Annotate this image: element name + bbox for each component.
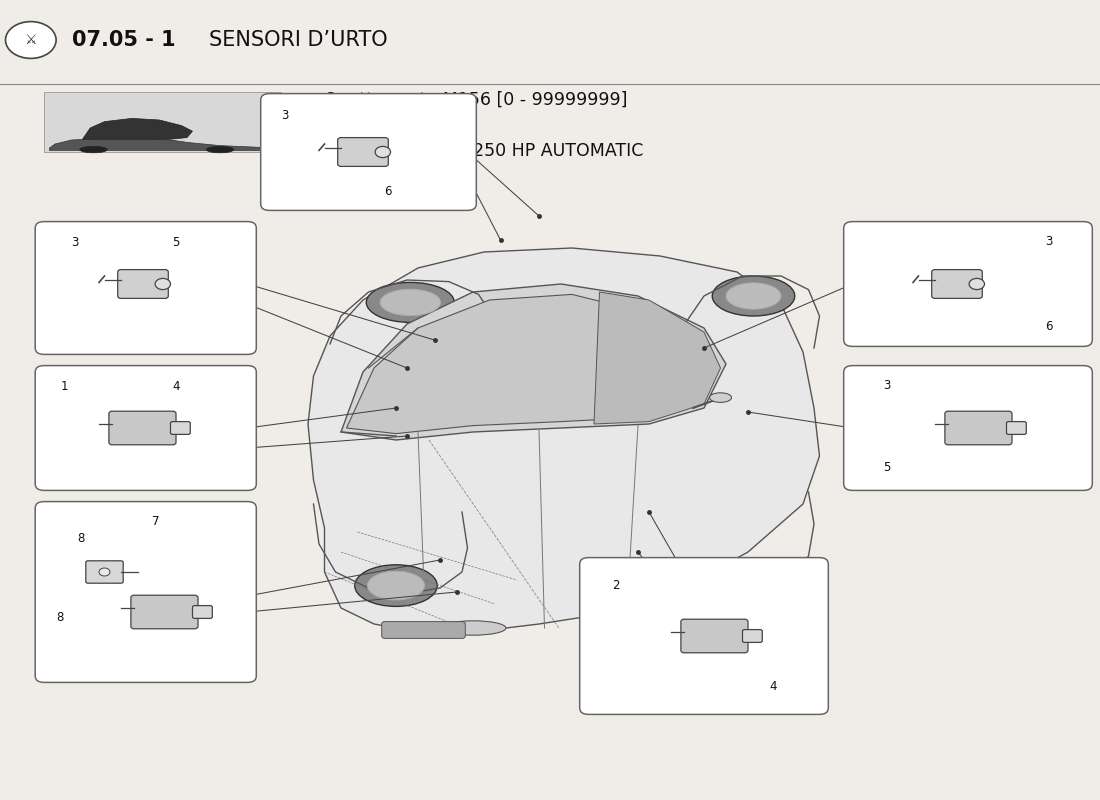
Ellipse shape (354, 565, 438, 606)
FancyBboxPatch shape (192, 606, 212, 618)
FancyBboxPatch shape (382, 622, 465, 638)
Ellipse shape (207, 146, 233, 153)
Circle shape (99, 568, 110, 576)
FancyBboxPatch shape (44, 92, 280, 152)
Ellipse shape (715, 558, 792, 597)
FancyBboxPatch shape (109, 411, 176, 445)
Text: 5: 5 (173, 236, 180, 249)
Polygon shape (346, 294, 693, 434)
FancyBboxPatch shape (932, 270, 982, 298)
Ellipse shape (710, 393, 732, 402)
Text: 2: 2 (613, 579, 620, 592)
Text: 3: 3 (70, 236, 78, 249)
Ellipse shape (713, 276, 795, 316)
Text: 7: 7 (152, 515, 160, 528)
FancyBboxPatch shape (35, 222, 256, 354)
Polygon shape (594, 292, 720, 424)
FancyBboxPatch shape (945, 411, 1012, 445)
Text: 3.0 TDS V6 2WD 250 HP AUTOMATIC: 3.0 TDS V6 2WD 250 HP AUTOMATIC (324, 142, 644, 160)
Text: Quattroporte M156 [0 - 99999999]: Quattroporte M156 [0 - 99999999] (324, 91, 628, 109)
Circle shape (969, 278, 984, 290)
Ellipse shape (79, 146, 108, 153)
Text: 4: 4 (173, 380, 180, 393)
Text: 5: 5 (883, 461, 891, 474)
FancyBboxPatch shape (35, 366, 256, 490)
FancyBboxPatch shape (35, 502, 256, 682)
Ellipse shape (381, 289, 440, 315)
Text: 3: 3 (883, 379, 891, 392)
Text: 07.05 - 1: 07.05 - 1 (72, 30, 175, 50)
Polygon shape (308, 248, 820, 632)
Text: 6: 6 (1045, 320, 1053, 333)
Text: 7: 7 (142, 610, 150, 624)
FancyBboxPatch shape (1006, 422, 1026, 434)
FancyBboxPatch shape (261, 94, 476, 210)
Ellipse shape (366, 282, 454, 322)
FancyBboxPatch shape (131, 595, 198, 629)
FancyBboxPatch shape (580, 558, 828, 714)
FancyBboxPatch shape (681, 619, 748, 653)
Text: ⚔: ⚔ (24, 33, 37, 47)
Text: 4: 4 (770, 680, 777, 693)
Text: 2014 - EUROPE: 2014 - EUROPE (324, 117, 456, 134)
Polygon shape (50, 138, 275, 150)
FancyBboxPatch shape (742, 630, 762, 642)
FancyBboxPatch shape (844, 222, 1092, 346)
Text: 6: 6 (385, 185, 392, 198)
Circle shape (6, 22, 56, 58)
Text: 3: 3 (282, 109, 289, 122)
FancyBboxPatch shape (170, 422, 190, 434)
Ellipse shape (367, 571, 425, 600)
Text: 3: 3 (1045, 235, 1053, 248)
Circle shape (155, 278, 170, 290)
Polygon shape (82, 118, 192, 139)
Ellipse shape (727, 565, 780, 590)
FancyBboxPatch shape (844, 366, 1092, 490)
Ellipse shape (726, 282, 781, 309)
Text: 8: 8 (56, 610, 64, 624)
FancyBboxPatch shape (86, 561, 123, 583)
Circle shape (375, 146, 390, 158)
FancyBboxPatch shape (338, 138, 388, 166)
Text: 1: 1 (60, 380, 68, 393)
Text: 8: 8 (77, 532, 85, 545)
Polygon shape (341, 284, 726, 440)
Text: SENSORI D’URTO: SENSORI D’URTO (209, 30, 387, 50)
FancyBboxPatch shape (118, 270, 168, 298)
Ellipse shape (440, 621, 506, 635)
